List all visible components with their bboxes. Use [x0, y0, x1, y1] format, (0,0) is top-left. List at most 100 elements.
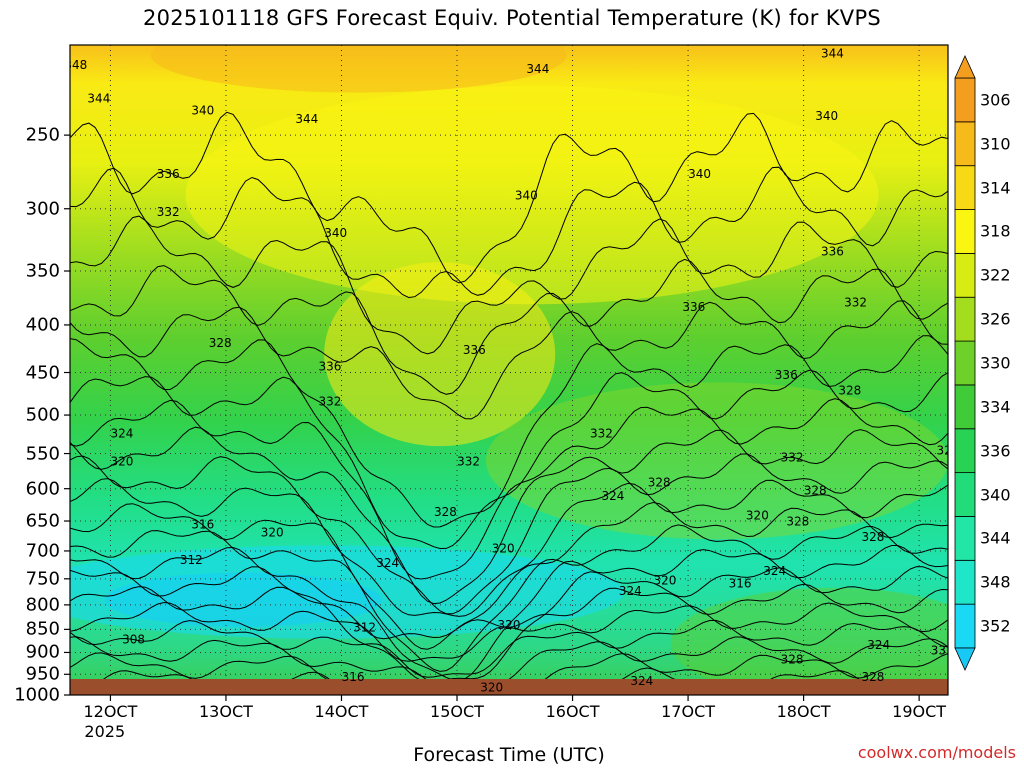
- contour-label-text: 320: [492, 542, 515, 556]
- colorbar-label: 314: [980, 178, 1011, 198]
- contour-label-text: 324: [376, 556, 399, 570]
- contour-label: 336: [821, 244, 844, 258]
- colorbar-label: 322: [980, 265, 1011, 285]
- contour-label: 344: [821, 46, 844, 60]
- y-tick-label: 450: [25, 362, 60, 383]
- contour-label: 332: [781, 451, 804, 465]
- contour-326: [70, 501, 948, 650]
- colorbar-segment: [954, 340, 976, 386]
- x-tick-label: 12OCT: [83, 702, 138, 721]
- contour-334: [70, 398, 948, 580]
- plot-area: 348 344 340 344 344 344 340 340 340 340 336 332 336 3…: [70, 45, 960, 695]
- x-year-label: 2025: [84, 722, 126, 741]
- contour-label: 316: [191, 518, 214, 532]
- ground-bar: [70, 679, 948, 695]
- contour-label: 344: [87, 91, 110, 105]
- colorbar-label: 318: [980, 221, 1011, 241]
- contour-label: 344: [526, 62, 549, 76]
- colorbar-segment: [954, 603, 976, 649]
- contour-label-text: 332: [590, 427, 613, 441]
- contour-label-text: 336: [821, 244, 844, 258]
- contour-label: 320: [498, 618, 521, 632]
- contour-label-text: 340: [515, 189, 538, 203]
- contour-label-text: 324: [602, 489, 625, 503]
- contour-label: 332: [318, 395, 341, 409]
- x-tick-label: 15OCT: [430, 702, 484, 721]
- contour-label: 324: [867, 638, 890, 652]
- x-tick-label: 17OCT: [661, 702, 716, 721]
- contour-label: 328: [937, 443, 960, 457]
- contour-label: 340: [688, 167, 711, 181]
- colorbar-segment: [954, 121, 976, 167]
- chart-title: 2025101118 GFS Forecast Equiv. Potential…: [142, 6, 882, 30]
- colorbar-label: 344: [980, 528, 1011, 548]
- contour-label-text: 316: [729, 577, 752, 591]
- contour-label-text: 328: [434, 505, 457, 519]
- contour-label-text: 320: [746, 508, 769, 522]
- contour-label-text: 336: [775, 368, 798, 382]
- contour-label-text: 308: [122, 632, 145, 646]
- field-cold-pool-core: [104, 572, 382, 627]
- contour-label-text: 320: [654, 573, 677, 587]
- contour-label-text: 324: [111, 427, 134, 441]
- y-tick-label: 600: [25, 478, 60, 500]
- x-tick-label: 14OCT: [314, 702, 369, 721]
- contour-label-text: 312: [353, 620, 376, 634]
- field-upper-orange: [150, 45, 567, 93]
- contour-label: 328: [434, 505, 457, 519]
- contour-322: [70, 545, 948, 682]
- colorbar-segment: [954, 559, 976, 605]
- contour-label-text: 324: [630, 674, 653, 688]
- colorbar-segment: [954, 516, 976, 561]
- y-tick-label: 900: [25, 641, 60, 663]
- colorbar-label: 306: [980, 90, 1011, 110]
- y-tick-label: 650: [25, 510, 60, 532]
- contour-328: [70, 478, 948, 617]
- contour-label-text: 320: [261, 526, 284, 540]
- contour-label: 344: [295, 112, 318, 126]
- contour-label: 328: [786, 515, 809, 529]
- y-tick-label: 750: [25, 568, 60, 590]
- contour-label: 328: [209, 336, 232, 350]
- colorbar-segment: [954, 209, 976, 254]
- contour-330: [70, 453, 948, 615]
- field-upper-yellow: [185, 85, 879, 305]
- x-tick-label: 19OCT: [892, 702, 947, 721]
- credit-text[interactable]: coolwx.com/models: [857, 743, 1016, 762]
- contour-label-text: 312: [180, 553, 203, 567]
- contour-324: [70, 524, 948, 672]
- contour-label-text: 328: [648, 475, 671, 489]
- colorbar-bottom-arrow: [954, 647, 976, 671]
- contour-label: 320: [492, 542, 515, 556]
- contour-label: 348: [70, 58, 87, 72]
- contour-label: 328: [861, 670, 884, 684]
- contour-label-text: 340: [688, 167, 711, 181]
- colorbar-label: 340: [980, 485, 1011, 505]
- contour-label: 332: [931, 644, 948, 658]
- contour-label-text: 344: [87, 91, 110, 105]
- colorbar-top-arrow: [954, 55, 976, 79]
- contour-label: 340: [191, 104, 214, 118]
- contour-label-text: 328: [209, 336, 232, 350]
- y-tick-label: 1000: [14, 684, 60, 706]
- contour-label: 328: [781, 653, 804, 667]
- colorbar-segment: [954, 77, 976, 123]
- colorbar-segment: [954, 384, 976, 430]
- contour-label-text: 328: [937, 443, 960, 457]
- contour-label: 324: [376, 556, 399, 570]
- contour-label-text: 332: [157, 205, 180, 219]
- colorbar-label: 334: [980, 397, 1011, 417]
- colorbar-segment: [954, 252, 976, 298]
- contour-label: 328: [838, 384, 861, 398]
- contour-320: [70, 566, 948, 683]
- contour-label: 312: [180, 553, 203, 567]
- x-axis-label: Forecast Time (UTC): [413, 744, 605, 766]
- y-tick-label: 350: [25, 260, 60, 282]
- colorbar: [954, 55, 976, 671]
- contour-label-text: 336: [463, 343, 486, 357]
- contour-label: 332: [590, 427, 613, 441]
- contour-label: 340: [515, 189, 538, 203]
- contour-label-text: 320: [498, 618, 521, 632]
- x-tick-label: 18OCT: [776, 702, 831, 721]
